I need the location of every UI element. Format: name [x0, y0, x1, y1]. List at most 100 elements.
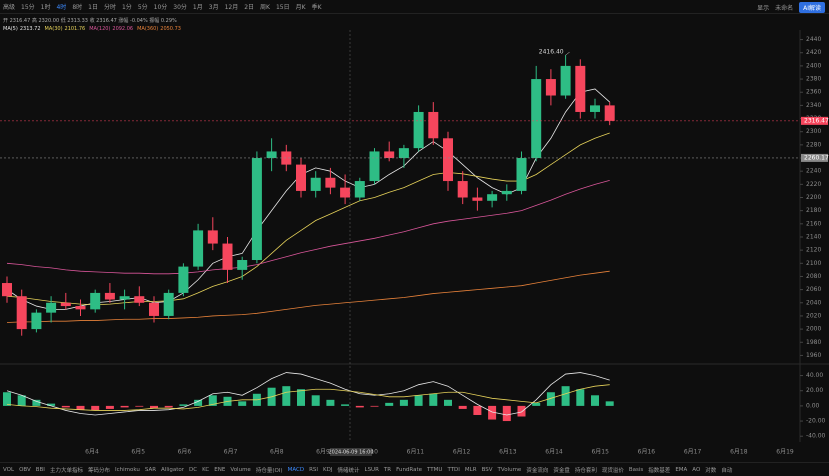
candle-body [2, 283, 12, 297]
indicator-option[interactable]: KDJ [323, 466, 333, 473]
interval-option[interactable]: 12月 [224, 4, 239, 11]
interval-option[interactable]: 1分 [121, 4, 132, 11]
ohlc-info: 开 2316.47 高 2320.00 低 2313.33 收 2316.47 … [3, 17, 177, 24]
crosshair-tag [330, 448, 372, 456]
interval-option[interactable]: 3月 [208, 4, 219, 11]
interval-option[interactable]: 周K [260, 4, 270, 11]
y-tick-label: -20.00 [806, 418, 826, 425]
macd-bar [532, 402, 541, 406]
indicator-option[interactable]: DC [189, 466, 198, 473]
indicator-option[interactable]: AO [692, 466, 701, 473]
indicator-option[interactable]: 资金流向 [526, 467, 549, 474]
x-tick-label: 6月13 [499, 449, 517, 456]
indicator-option[interactable]: MLR [464, 466, 477, 473]
indicator-option[interactable]: 自动 [721, 467, 733, 474]
interval-option[interactable]: 1时 [40, 4, 51, 11]
indicator-option[interactable]: Volume [230, 466, 251, 473]
indicator-option[interactable]: TVolume [497, 466, 522, 473]
indicator-option[interactable]: MACD [287, 466, 305, 473]
interval-option[interactable]: 10分 [153, 4, 168, 11]
indicator-option[interactable]: 现货溢价 [601, 467, 624, 474]
y-tick-label: 20.00 [806, 387, 823, 394]
toolbar-option[interactable]: 显示 [757, 5, 770, 12]
legend-entry: MA(360) 2050.73 [137, 26, 181, 32]
indicator-option[interactable]: KC [202, 466, 210, 473]
interval-option[interactable]: 8时 [72, 4, 83, 11]
candle-body [222, 243, 233, 270]
interval-option[interactable]: 5分 [137, 4, 148, 11]
candle-body [443, 138, 453, 182]
interval-option[interactable]: 1日 [88, 4, 98, 11]
y-tick-label: 1980 [806, 339, 821, 346]
y-tick-label: 2240 [806, 168, 821, 175]
x-tick-label: 6月16 [638, 449, 656, 456]
macd-bar [194, 399, 203, 406]
interval-option[interactable]: 4时 [56, 4, 67, 11]
chart: 1960 1980 2000 2020 2040 2060 2080 2100 2120 2140… [0, 30, 829, 456]
ai-button[interactable]: AI解读 [799, 2, 825, 13]
indicator-option[interactable]: FundRate [396, 466, 423, 473]
interval-option[interactable]: 月K [295, 4, 306, 11]
price-tag [801, 116, 828, 125]
indicator-option[interactable]: TTMU [427, 466, 443, 473]
indicator-option[interactable]: 筹码分布 [87, 467, 110, 474]
indicator-option[interactable]: 主力大单指标 [49, 467, 83, 474]
x-tick-label: 6月8 [270, 449, 284, 456]
indicator-option[interactable]: LSUR [364, 466, 379, 473]
indicator-option[interactable]: 指数基差 [648, 467, 671, 474]
interval-option[interactable]: 15分 [21, 4, 35, 11]
candle-body [134, 296, 145, 303]
macd-bar [17, 395, 26, 406]
indicator-option[interactable]: Basis [628, 466, 644, 473]
y-tick-label: 2080 [806, 273, 821, 280]
y-tick-label: 2340 [806, 102, 821, 109]
price-tag-label: 2260.17 [804, 154, 829, 161]
indicator-option[interactable]: 情绪统计 [337, 467, 360, 474]
indicator-option[interactable]: SAR [144, 466, 157, 473]
legend-value: 2050.73 [160, 26, 181, 32]
candle-body [193, 230, 204, 267]
indicator-option[interactable]: RSI [309, 466, 319, 473]
toolbar-option[interactable]: 未命名 [775, 5, 794, 12]
indicator-option[interactable]: VOL [3, 466, 15, 473]
interval-option[interactable]: 30分 [173, 4, 187, 11]
interval-option[interactable]: 分时 [103, 4, 116, 11]
indicator-option[interactable]: TR [383, 466, 392, 473]
indicator-option[interactable]: BBI [35, 466, 45, 473]
y-tick-label: 2020 [806, 312, 821, 319]
interval-option[interactable]: 15日 [275, 4, 290, 11]
indicator-option[interactable]: TTDI [447, 466, 460, 473]
candle-body [46, 302, 57, 313]
y-tick-label: 2440 [806, 36, 821, 43]
candle-body [428, 111, 439, 139]
y-tick-label: 1960 [806, 352, 821, 359]
interval-option[interactable]: 季K [311, 4, 322, 11]
macd-bar [282, 386, 291, 406]
toolbar-right: 显示 未命名 AI解读 [757, 2, 825, 13]
macd-bar [591, 395, 599, 406]
indicator-option[interactable]: ENE [214, 466, 226, 473]
x-tick-label: 6月14 [545, 449, 563, 456]
interval-option[interactable]: 1月 [192, 4, 203, 11]
macd-bar [414, 395, 423, 406]
y-tick-label: 2040 [806, 299, 821, 306]
indicator-option[interactable]: BSV [481, 466, 493, 473]
indicator-option[interactable]: Ichimoku [114, 466, 140, 473]
indicator-option[interactable]: OBV [19, 466, 31, 473]
indicator-option[interactable]: 资金盘 [553, 467, 570, 474]
candle-body [354, 181, 365, 198]
peak-label: 2416.40 [539, 49, 564, 56]
candle-body [163, 292, 174, 316]
indicator-option[interactable]: 持仓套利 [574, 467, 597, 474]
candle-body [516, 158, 527, 191]
indicator-option[interactable]: 对数 [705, 467, 717, 474]
interval-option[interactable]: 2日 [244, 4, 255, 11]
interval-option[interactable]: 高级 [3, 4, 16, 11]
candle-body [325, 177, 336, 188]
indicator-option[interactable]: EMA [675, 466, 688, 473]
macd-bar [355, 405, 364, 408]
x-tick-label: 6月19 [776, 449, 794, 456]
indicator-option[interactable]: Alligator [161, 466, 185, 473]
candle-body [398, 148, 409, 159]
indicator-option[interactable]: 持仓量(OI) [255, 467, 283, 474]
